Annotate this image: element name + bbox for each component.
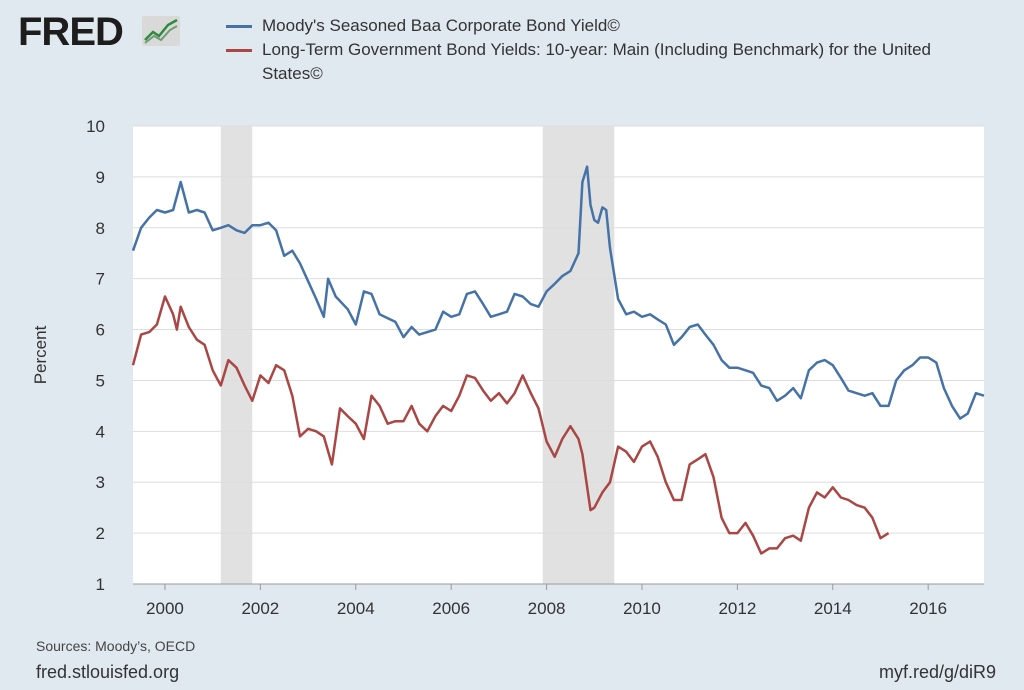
x-tick-label: 2014: [814, 599, 852, 618]
x-tick-label: 2010: [623, 599, 661, 618]
legend-label-baa: Moody's Seasoned Baa Corporate Bond Yiel…: [262, 16, 620, 35]
y-tick-label: 5: [96, 371, 105, 390]
y-tick-label: 8: [96, 219, 105, 238]
x-tick-label: 2000: [146, 599, 184, 618]
axes: 1 2 3 4 5 6 7 8 9 10 2000 2002 2004 2006 2008 2010 2012 2…: [31, 117, 984, 618]
series-line-baa: [131, 165, 985, 420]
short-url-link[interactable]: myf.red/g/diR9: [878, 662, 996, 682]
y-tick-label: 4: [96, 422, 105, 441]
site-link[interactable]: fred.stlouisfed.org: [36, 662, 180, 682]
x-tick-label: 2004: [337, 599, 375, 618]
x-tick-label: 2012: [718, 599, 756, 618]
legend-label-treasury: Long-Term Government Bond Yields: 10-yea…: [262, 40, 931, 83]
y-tick-label: 7: [96, 270, 105, 289]
legend-item-treasury[interactable]: Long-Term Government Bond Yields: 10-yea…: [226, 38, 986, 86]
y-tick-label: 3: [96, 473, 105, 492]
y-tick-label: 10: [86, 117, 105, 136]
y-tick-label: 6: [96, 321, 105, 340]
legend-item-baa[interactable]: Moody's Seasoned Baa Corporate Bond Yiel…: [226, 14, 986, 38]
legend-swatch-baa: [226, 25, 252, 28]
y-axis-label: Percent: [31, 325, 50, 384]
chart-header: FRED Moody's Seasoned Baa Corporate Bond…: [0, 0, 1024, 110]
y-tick-label: 2: [96, 524, 105, 543]
series-lines: [131, 165, 985, 555]
x-tick-label: 2006: [432, 599, 470, 618]
chart-line-icon: [142, 16, 180, 46]
y-tick-label: 9: [96, 168, 105, 187]
series-line-treasury: [131, 295, 890, 555]
recession-band-1: [220, 126, 253, 584]
fred-logo[interactable]: FRED: [18, 10, 124, 54]
recession-band-2: [542, 126, 615, 584]
legend-swatch-treasury: [226, 49, 252, 52]
x-tick-label: 2016: [909, 599, 947, 618]
sources-note: Sources: Moody’s, OECD: [36, 638, 196, 654]
line-chart: 1 2 3 4 5 6 7 8 9 10 2000 2002 2004 2006 2008 2010 2012 2…: [31, 117, 985, 618]
x-tick-label: 2008: [528, 599, 566, 618]
recession-shading: [220, 126, 615, 584]
x-tick-label: 2002: [241, 599, 279, 618]
y-tick-label: 1: [96, 575, 105, 594]
chart-legend: Moody's Seasoned Baa Corporate Bond Yiel…: [226, 14, 986, 86]
